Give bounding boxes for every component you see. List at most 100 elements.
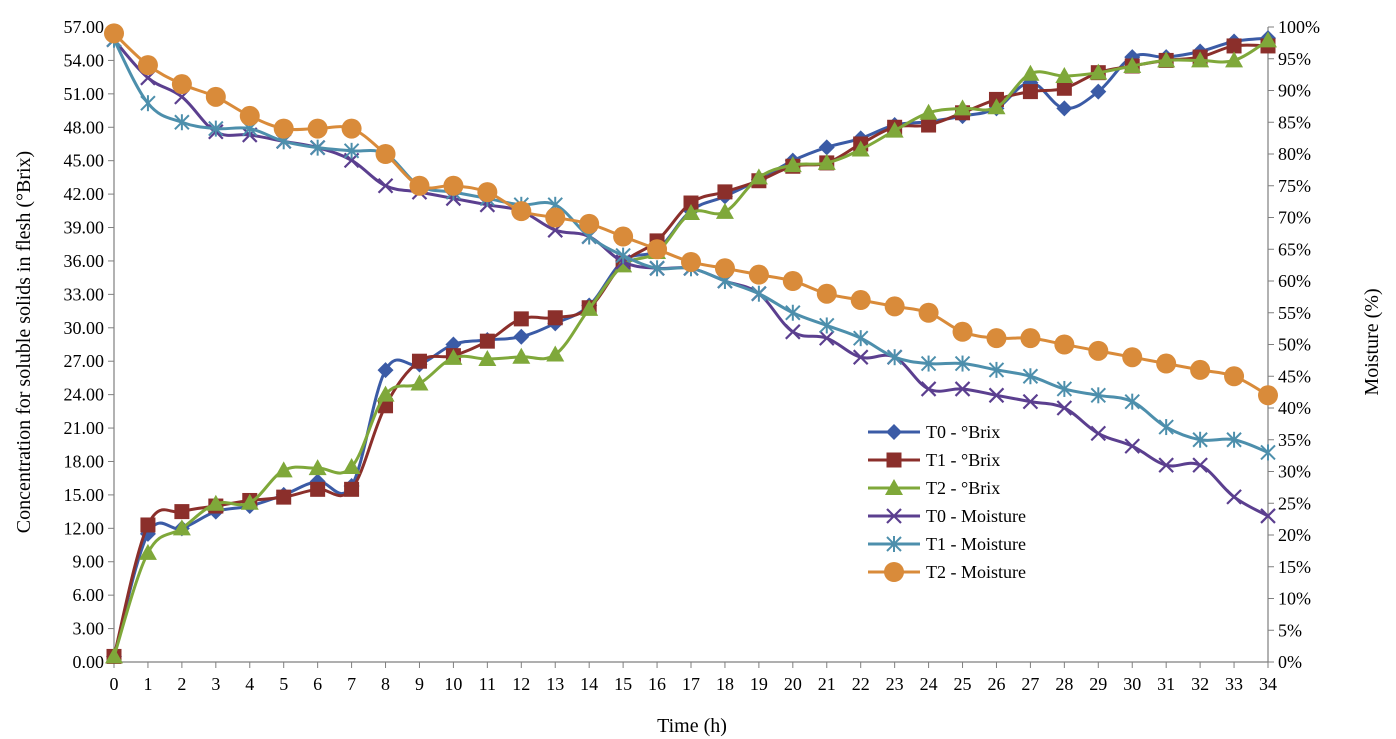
data-point [715,202,734,219]
data-point [749,168,768,185]
x-tick-label: 25 [954,674,972,694]
data-point [986,328,1007,349]
data-point [410,374,429,391]
data-point [1192,431,1208,448]
data-point [1158,419,1174,436]
legend-swatch-marker [886,508,902,524]
marker-stroke [1158,457,1174,473]
legend-item: T2 - °Brix [868,478,1000,498]
data-point [748,264,769,285]
data-point [920,355,937,372]
x-tick-label: 7 [347,674,356,694]
y-tick-label: 51.00 [64,84,105,104]
data-point [1020,328,1041,349]
data-point [683,195,699,211]
marker-stroke [954,381,971,397]
data-point [479,333,495,349]
data-point [1022,393,1039,410]
data-point [954,355,971,372]
y-tick-label: 45.00 [64,151,105,171]
data-point [714,258,735,279]
data-point [1055,67,1074,84]
series-3 [105,31,1277,664]
data-point [987,98,1006,115]
legend-item: T0 - °Brix [868,422,1000,442]
y-tick-label: 12.00 [64,518,105,538]
marker-stroke [1226,489,1242,505]
data-point [785,324,801,340]
data-point [208,120,224,137]
legend-item: T1 - Moisture [868,534,1026,554]
x-tick-label: 12 [512,674,530,694]
data-point [649,260,665,277]
x-tick-label: 0 [110,674,119,694]
y-tick-label: 36.00 [64,251,105,271]
legend-swatch-marker [886,536,902,552]
data-point [1260,508,1276,524]
x-tick-label: 29 [1089,674,1107,694]
data-point [1157,51,1176,68]
data-point [104,23,124,44]
legend-label: T2 - °Brix [926,478,1000,498]
data-point [954,381,971,397]
y-tick-label: 33.00 [64,284,105,304]
marker-stroke [1260,508,1276,524]
x-tick-label: 1 [143,674,152,694]
data-point [852,330,869,347]
data-point [1190,359,1211,380]
data-point [1156,353,1177,374]
legend-item: T2 - Moisture [868,562,1026,582]
data-point [1088,340,1109,361]
axes: 0.00 3.00 6.00 9.00 12.00 15.00 18.00 21.00 24.0… [64,17,1321,694]
x-tick-label: 5 [279,674,288,694]
data-point [273,118,294,139]
data-point [884,296,905,317]
x-tick-label: 23 [886,674,904,694]
data-point [1090,83,1107,100]
x-tick-label: 8 [381,674,390,694]
x-tick-label: 6 [313,674,322,694]
x-axis-title: Time (h) [657,715,727,737]
data-point [751,285,767,302]
y-tick-label: 3.00 [73,619,105,639]
y2-tick-label: 25% [1278,493,1311,513]
y2-tick-label: 20% [1278,525,1311,545]
data-point [240,493,259,510]
data-point [137,55,158,76]
y2-tick-label: 60% [1278,271,1311,291]
y2-tick-label: 90% [1278,81,1311,101]
data-point [952,321,973,342]
data-point [818,330,835,346]
data-point [1226,489,1242,505]
y2-axis-title: Moisture (%) [1361,288,1383,395]
data-point [988,361,1005,378]
data-point [1054,334,1075,355]
data-point [174,114,190,131]
y-tick-label: 42.00 [64,184,105,204]
data-point [1122,347,1143,368]
x-tick-label: 4 [245,674,254,694]
data-point [171,74,192,95]
data-point [307,118,328,139]
data-point [1022,84,1038,100]
data-point [1089,63,1108,80]
x-tick-label: 19 [750,674,768,694]
data-point [647,239,668,260]
y2-tick-label: 65% [1278,239,1311,259]
data-point [1191,51,1210,68]
legend-swatch-marker [886,452,902,468]
legend-item: T1 - °Brix [868,450,1000,470]
x-tick-label: 30 [1123,674,1141,694]
y-tick-label: 6.00 [73,585,105,605]
data-point [615,247,631,264]
data-point [1259,31,1277,48]
data-point [172,519,191,536]
marker-stroke [1022,393,1039,410]
x-tick-label: 16 [648,674,666,694]
data-point [310,481,326,497]
data-point [783,156,802,173]
x-tick-label: 9 [415,674,424,694]
series-layer [104,23,1278,665]
marker-stroke [818,330,835,346]
data-point [308,459,327,476]
